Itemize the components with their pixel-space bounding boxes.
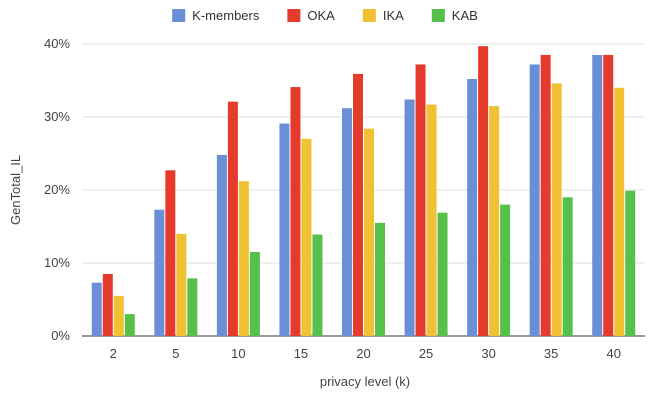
bar-ika-40 bbox=[614, 87, 625, 336]
legend-label: KAB bbox=[452, 8, 478, 23]
y-axis: 0% 10% 20% 30% 40% bbox=[44, 36, 70, 343]
bar-ika-20 bbox=[364, 128, 374, 336]
legend-label: IKA bbox=[383, 8, 404, 23]
bar-k-members-30 bbox=[467, 79, 478, 336]
bar-oka-5 bbox=[165, 170, 176, 336]
bar-kab-15 bbox=[312, 234, 323, 336]
bar-oka-40 bbox=[603, 54, 614, 336]
legend-swatch bbox=[287, 9, 301, 22]
x-tick-label: 2 bbox=[110, 346, 117, 361]
x-tick-label: 25 bbox=[419, 346, 433, 361]
x-axis-title: privacy level (k) bbox=[320, 374, 410, 389]
bar-k-members-20 bbox=[342, 108, 352, 337]
x-tick-label: 20 bbox=[356, 346, 370, 361]
x-tick-label: 5 bbox=[172, 346, 179, 361]
bar-kab-2 bbox=[124, 314, 135, 336]
legend-swatch bbox=[362, 9, 376, 22]
bar-oka-25 bbox=[415, 64, 426, 336]
x-tick-label: 35 bbox=[544, 346, 558, 361]
bar-k-members-35 bbox=[529, 64, 540, 336]
legend-item: IKA bbox=[362, 8, 404, 23]
bar-ika-5 bbox=[176, 233, 187, 336]
bar-ika-25 bbox=[426, 104, 437, 336]
bar-oka-20 bbox=[353, 73, 363, 337]
legend-item: OKA bbox=[287, 8, 335, 23]
bar-kab-35 bbox=[562, 197, 573, 336]
y-tick-label: 10% bbox=[44, 255, 70, 270]
bar-oka-30 bbox=[478, 46, 489, 336]
y-tick-label: 30% bbox=[44, 109, 70, 124]
y-tick-label: 40% bbox=[44, 36, 70, 51]
bar-kab-20 bbox=[375, 222, 385, 336]
legend-swatch bbox=[172, 9, 186, 22]
bars bbox=[91, 46, 636, 337]
bar-kab-40 bbox=[625, 190, 636, 336]
bar-k-members-25 bbox=[404, 99, 415, 336]
bar-oka-35 bbox=[540, 54, 551, 336]
bar-k-members-5 bbox=[154, 209, 165, 336]
legend-item: KAB bbox=[431, 8, 478, 23]
x-tick-label: 10 bbox=[231, 346, 245, 361]
bar-ika-10 bbox=[238, 181, 249, 336]
bar-kab-10 bbox=[249, 252, 260, 336]
x-axis: 2 5 10 15 20 25 30 35 40 bbox=[110, 346, 621, 361]
x-tick-label: 40 bbox=[606, 346, 620, 361]
legend-label: OKA bbox=[307, 8, 335, 23]
bar-kab-5 bbox=[187, 278, 198, 336]
bar-kab-25 bbox=[437, 212, 448, 336]
y-tick-label: 20% bbox=[44, 182, 70, 197]
gridlines bbox=[82, 43, 645, 337]
y-tick-label: 0% bbox=[51, 328, 70, 343]
bar-oka-2 bbox=[102, 273, 113, 336]
bar-ika-2 bbox=[113, 295, 124, 336]
bar-k-members-10 bbox=[216, 154, 227, 336]
bar-ika-30 bbox=[489, 106, 500, 336]
y-axis-title: GenTotal_IL bbox=[8, 155, 23, 225]
bar-oka-15 bbox=[290, 87, 301, 336]
bar-ika-15 bbox=[301, 138, 312, 336]
legend: K-members OKA IKA KAB bbox=[172, 8, 478, 23]
bar-ika-35 bbox=[551, 83, 562, 336]
x-tick-label: 30 bbox=[481, 346, 495, 361]
bar-kab-30 bbox=[500, 204, 511, 336]
bar-k-members-15 bbox=[279, 123, 290, 336]
legend-label: K-members bbox=[192, 8, 260, 23]
x-tick-label: 15 bbox=[294, 346, 308, 361]
bar-k-members-2 bbox=[91, 282, 102, 336]
bar-oka-10 bbox=[227, 101, 238, 336]
bar-k-members-40 bbox=[592, 54, 603, 336]
legend-swatch bbox=[431, 9, 445, 22]
legend-item: K-members bbox=[172, 8, 260, 23]
